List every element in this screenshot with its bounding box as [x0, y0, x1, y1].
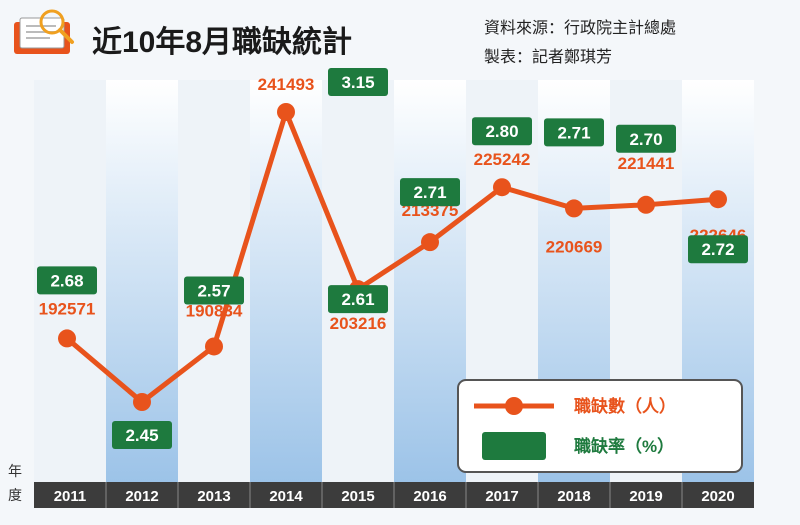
magnifier-icon [39, 9, 65, 35]
header-icon [14, 9, 74, 54]
rate-series-badges: 2.68 2.45 2.57 3.15 2.61 2.71 2.80 2.71 2.70 2.72 [37, 68, 748, 449]
rate-label-2013: 2.57 [197, 281, 230, 300]
chart-author: 製表：記者鄭琪芳 [484, 48, 612, 66]
rate-badge-2014 [328, 68, 388, 96]
year-label-2014: 2014 [269, 488, 303, 505]
x-axis-label-top: 年 [8, 463, 22, 479]
rate-label-2011: 2.68 [50, 271, 83, 290]
year-label-2020: 2020 [701, 488, 734, 505]
column-band-2014 [250, 80, 322, 482]
count-point-2014 [277, 103, 295, 121]
legend-rate-swatch [482, 432, 546, 460]
count-label-2019: 221441 [618, 154, 675, 173]
count-point-2020 [709, 190, 727, 209]
count-label-2011: 192571 [39, 299, 96, 318]
count-series-points [58, 103, 727, 411]
column-band-2016 [394, 80, 466, 482]
x-axis-label-bottom: 度 [8, 487, 22, 503]
count-point-2012 [133, 393, 151, 411]
count-point-2019 [637, 195, 655, 214]
rate-label-2015: 2.61 [341, 290, 374, 309]
count-label-2015: 203216 [330, 314, 387, 333]
rate-badge-2011 [37, 266, 97, 295]
count-label-2018: 220669 [546, 237, 603, 256]
rate-label-2018: 2.71 [557, 123, 590, 142]
data-source: 資料來源：行政院主計總處 [484, 19, 676, 37]
count-point-2017 [493, 178, 511, 197]
rate-badge-2013 [184, 276, 244, 305]
legend: 職缺數（人） 職缺率（%） [457, 379, 743, 473]
page-title: 近10年8月職缺統計 [92, 25, 352, 59]
year-label-2015: 2015 [341, 488, 374, 505]
year-label-2013: 2013 [197, 488, 230, 505]
legend-rate-label: 職缺率（%） [574, 436, 674, 456]
rate-label-2014: 3.15 [341, 73, 374, 92]
rate-badge-2020 [688, 235, 748, 264]
year-axis-labels: 2011 2012 2013 2014 2015 2016 2017 2018 2019 2020 [54, 482, 735, 508]
count-point-2018 [565, 199, 583, 218]
count-label-2014: 241493 [258, 75, 315, 94]
count-label-2017: 225242 [474, 150, 531, 169]
count-point-2011 [58, 329, 76, 348]
rate-label-2019: 2.70 [629, 130, 662, 149]
rate-label-2017: 2.80 [485, 122, 518, 141]
rate-label-2016: 2.71 [413, 183, 446, 202]
year-label-2019: 2019 [629, 488, 662, 505]
rate-badge-2017 [472, 117, 532, 146]
legend-count-label: 職缺數（人） [574, 396, 676, 416]
year-label-2012: 2012 [125, 488, 158, 505]
rate-label-2020: 2.72 [701, 240, 734, 259]
year-label-2018: 2018 [557, 488, 590, 505]
rate-badge-2016 [400, 178, 460, 207]
count-label-2013: 190834 [186, 301, 243, 320]
rate-badge-2019 [616, 124, 676, 153]
column-band-2012 [106, 80, 178, 482]
count-point-2016 [421, 233, 439, 252]
rate-badge-2018 [544, 118, 604, 147]
count-point-2013 [205, 337, 223, 356]
legend-marker-swatch [505, 397, 523, 415]
count-series-line [65, 109, 719, 405]
rate-badge-2012 [112, 421, 172, 449]
rate-badge-2015 [328, 285, 388, 314]
year-label-2016: 2016 [413, 488, 446, 505]
rate-label-2012: 2.45 [125, 426, 158, 445]
year-label-2011: 2011 [54, 488, 87, 505]
year-label-2017: 2017 [485, 488, 518, 505]
